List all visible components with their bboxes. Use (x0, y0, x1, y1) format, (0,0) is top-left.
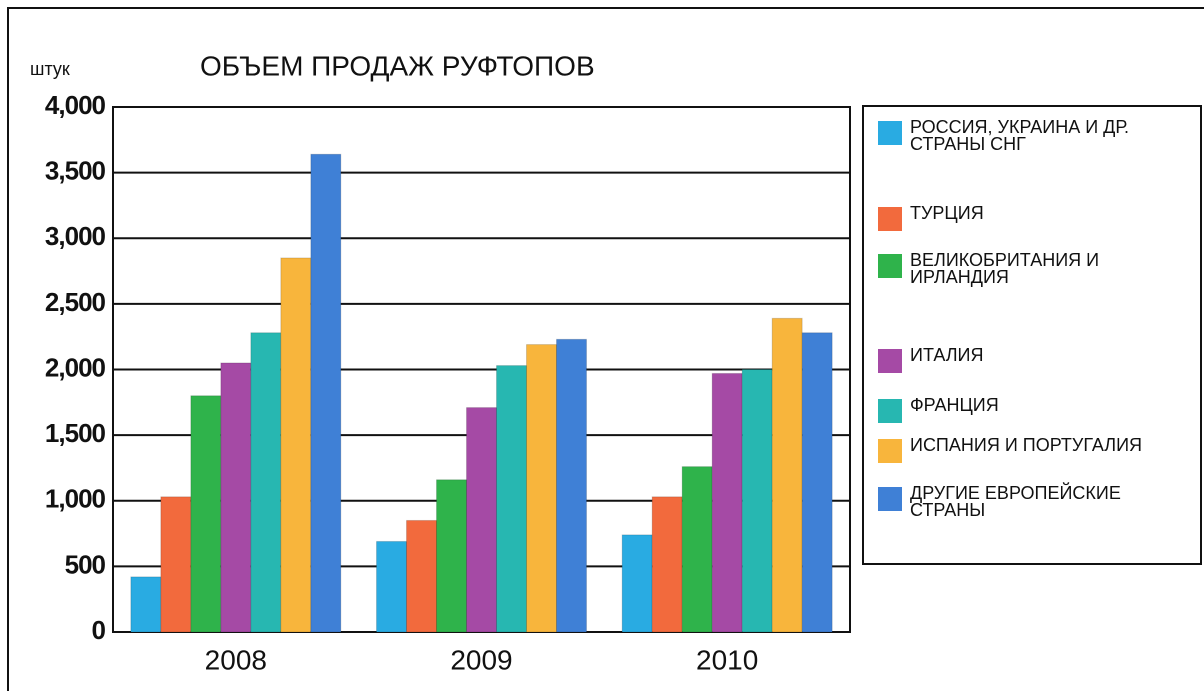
y-tick-label: 0 (92, 615, 106, 645)
bar (801, 332, 833, 633)
y-tick-label: 1,000 (45, 484, 106, 514)
legend-label: РОССИЯ, УКРАИНА И ДР. СТРАНЫ СНГ (910, 117, 1129, 154)
bar (556, 338, 587, 633)
bar (250, 332, 282, 633)
bar (466, 407, 497, 633)
bar (496, 365, 527, 633)
x-tick-label: 2010 (696, 644, 758, 675)
chart-title: ОБЪЕМ ПРОДАЖ РУФТОПОВ (200, 50, 595, 81)
y-tick-label: 2,500 (45, 287, 106, 317)
y-tick-label: 500 (65, 549, 106, 579)
legend-label: ФРАНЦИЯ (910, 395, 999, 415)
legend-swatch (878, 207, 902, 231)
legend: РОССИЯ, УКРАИНА И ДР. СТРАНЫ СНГ ТУРЦИЯ ВЕ… (862, 105, 1202, 565)
bar (130, 576, 162, 633)
bar (681, 466, 713, 633)
bar (621, 534, 653, 633)
legend-item: РОССИЯ, УКРАИНА И ДР. СТРАНЫ СНГ (878, 117, 1198, 154)
bar (771, 317, 803, 633)
legend-item: ВЕЛИКОБРИТАНИЯ И ИРЛАНДИЯ (878, 250, 1198, 287)
y-axis-label: штук (30, 59, 70, 79)
legend-label: ИТАЛИЯ (910, 345, 984, 365)
bar (741, 369, 773, 633)
bar (406, 519, 437, 633)
legend-swatch (878, 254, 902, 278)
bar (310, 153, 342, 633)
y-tick-label: 1,500 (45, 418, 106, 448)
legend-swatch (878, 349, 902, 373)
legend-label: ВЕЛИКОБРИТАНИЯ И ИРЛАНДИЯ (910, 250, 1100, 287)
bar (376, 540, 407, 633)
bar (160, 496, 192, 633)
legend-item: ИСПАНИЯ И ПОРТУГАЛИЯ (878, 435, 1198, 463)
legend-swatch (878, 487, 902, 511)
bar (711, 372, 743, 633)
legend-item: ТУРЦИЯ (878, 203, 1198, 231)
frame (7, 7, 1204, 691)
y-tick-label: 2,000 (45, 352, 106, 382)
bar (651, 496, 683, 633)
legend-swatch (878, 439, 902, 463)
bar (436, 479, 467, 633)
legend-swatch (878, 121, 902, 145)
legend-swatch (878, 399, 902, 423)
bar (190, 395, 222, 633)
y-tick-label: 3,000 (45, 221, 106, 251)
legend-label: ДРУГИЕ ЕВРОПЕЙСКИЕ СТРАНЫ (910, 483, 1121, 520)
legend-item: ДРУГИЕ ЕВРОПЕЙСКИЕ СТРАНЫ (878, 483, 1198, 520)
legend-label: ТУРЦИЯ (910, 203, 984, 223)
legend-item: ИТАЛИЯ (878, 345, 1198, 373)
y-tick-label: 3,500 (45, 156, 106, 186)
y-tick-label: 4,000 (45, 90, 106, 120)
x-tick-label: 2009 (450, 644, 512, 675)
legend-item: ФРАНЦИЯ (878, 395, 1198, 423)
bar (280, 257, 312, 633)
x-tick-label: 2008 (205, 644, 267, 675)
bar (526, 344, 557, 633)
legend-label: ИСПАНИЯ И ПОРТУГАЛИЯ (910, 435, 1143, 455)
bar (220, 362, 252, 633)
